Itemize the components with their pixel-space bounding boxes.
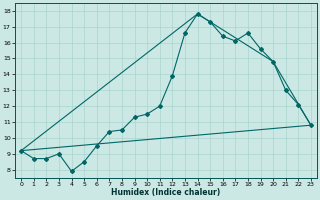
X-axis label: Humidex (Indice chaleur): Humidex (Indice chaleur) xyxy=(111,188,221,197)
